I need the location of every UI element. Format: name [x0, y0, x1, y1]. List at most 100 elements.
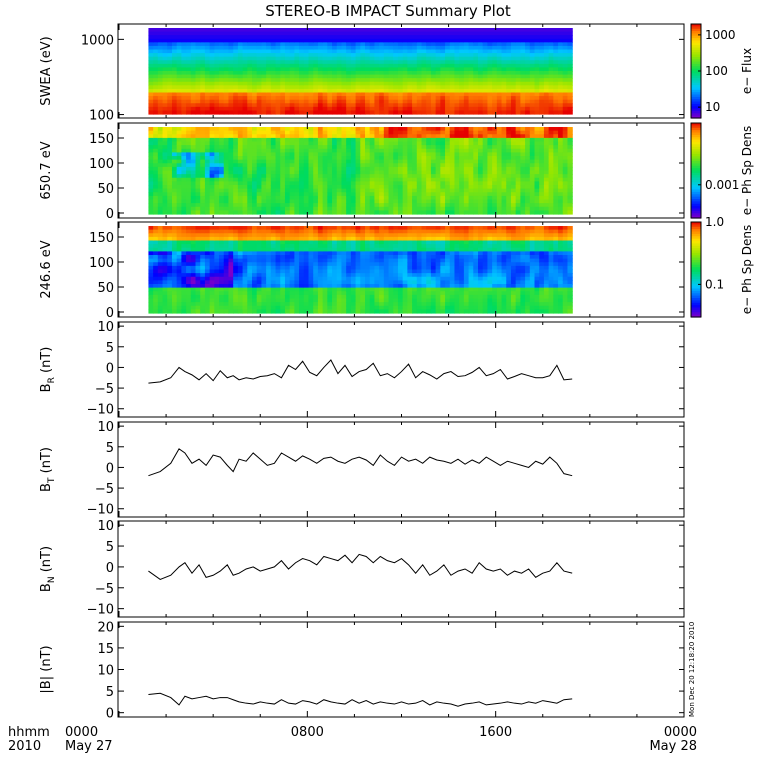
heatmap-cell [285, 107, 290, 111]
heatmap-cell [309, 163, 314, 167]
heatmap-cell [219, 134, 224, 138]
heatmap-cell [351, 82, 356, 86]
heatmap-cell [464, 42, 469, 46]
heatmap-cell [459, 93, 464, 97]
heatmap-cell [224, 251, 229, 255]
heatmap-cell [351, 60, 356, 64]
heatmap-cell [238, 196, 243, 200]
heatmap-cell [445, 32, 450, 36]
heatmap-cell [163, 152, 168, 156]
heatmap-cell [243, 237, 248, 241]
heatmap-cell [313, 149, 318, 153]
heatmap-cell [200, 288, 205, 292]
heatmap-cell [205, 71, 210, 75]
heatmap-cell [351, 185, 356, 189]
heatmap-cell [172, 107, 177, 111]
heatmap-cell [530, 85, 535, 89]
heatmap-cell [567, 85, 572, 89]
heatmap-cell [191, 75, 196, 79]
heatmap-cell [214, 273, 219, 277]
heatmap-cell [558, 107, 563, 111]
heatmap-cell [191, 270, 196, 274]
heatmap-cell [228, 75, 233, 79]
heatmap-cell [553, 28, 558, 32]
heatmap-cell [309, 203, 314, 207]
heatmap-cell [454, 149, 459, 153]
heatmap-cell [360, 50, 365, 54]
heatmap-cell [563, 42, 568, 46]
heatmap-cell [271, 71, 276, 75]
heatmap-cell [186, 149, 191, 153]
heatmap-cell [332, 163, 337, 167]
heatmap-cell [426, 181, 431, 185]
heatmap-cell [360, 178, 365, 182]
heatmap-cell [233, 85, 238, 89]
heatmap-cell [238, 273, 243, 277]
heatmap-cell [285, 127, 290, 131]
heatmap-cell [511, 93, 516, 97]
heatmap-cell [389, 110, 394, 114]
heatmap-cell [280, 210, 285, 214]
heatmap-cell [436, 89, 441, 93]
heatmap-cell [370, 196, 375, 200]
heatmap-cell [233, 207, 238, 211]
heatmap-cell [497, 103, 502, 107]
heatmap-cell [148, 207, 153, 211]
heatmap-cell [530, 93, 535, 97]
heatmap-cell [172, 50, 177, 54]
heatmap-cell [436, 203, 441, 207]
heatmap-cell [304, 152, 309, 156]
heatmap-cell [398, 207, 403, 211]
heatmap-cell [158, 270, 163, 274]
heatmap-cell [539, 100, 544, 104]
heatmap-cell [313, 171, 318, 175]
heatmap-cell [431, 85, 436, 89]
heatmap-cell [459, 167, 464, 171]
heatmap-cell [210, 134, 215, 138]
heatmap-cell [276, 181, 281, 185]
heatmap-cell [506, 39, 511, 43]
heatmap-cell [196, 96, 201, 100]
heatmap-cell [407, 57, 412, 61]
heatmap-cell [243, 273, 248, 277]
heatmap-cell [341, 134, 346, 138]
heatmap-cell [214, 46, 219, 50]
heatmap-cell [403, 78, 408, 82]
heatmap-cell [403, 96, 408, 100]
heatmap-cell [379, 50, 384, 54]
heatmap-cell [276, 207, 281, 211]
heatmap-cell [440, 107, 445, 111]
heatmap-cell [464, 82, 469, 86]
heatmap-cell [563, 57, 568, 61]
heatmap-cell [224, 207, 229, 211]
heatmap-cell [360, 185, 365, 189]
heatmap-cell [511, 82, 516, 86]
heatmap-cell [473, 100, 478, 104]
heatmap-cell [290, 160, 295, 164]
heatmap-cell [544, 82, 549, 86]
heatmap-cell [172, 273, 177, 277]
heatmap-cell [280, 203, 285, 207]
heatmap-cell [487, 85, 492, 89]
heatmap-cell [177, 266, 182, 270]
heatmap-cell [181, 85, 186, 89]
heatmap-cell [158, 189, 163, 193]
heatmap-cell [186, 167, 191, 171]
heatmap-cell [492, 32, 497, 36]
heatmap-cell [469, 181, 474, 185]
heatmap-cell [200, 167, 205, 171]
heatmap-cell [233, 291, 238, 295]
heatmap-cell [525, 57, 530, 61]
heatmap-cell [191, 46, 196, 50]
heatmap-cell [224, 174, 229, 178]
heatmap-cell [567, 103, 572, 107]
heatmap-cell [469, 46, 474, 50]
heatmap-cell [389, 127, 394, 131]
heatmap-cell [398, 152, 403, 156]
heatmap-cell [431, 163, 436, 167]
heatmap-cell [205, 60, 210, 64]
heatmap-cell [323, 110, 328, 114]
heatmap-cell [167, 277, 172, 281]
heatmap-cell [247, 53, 252, 57]
heatmap-cell [567, 53, 572, 57]
